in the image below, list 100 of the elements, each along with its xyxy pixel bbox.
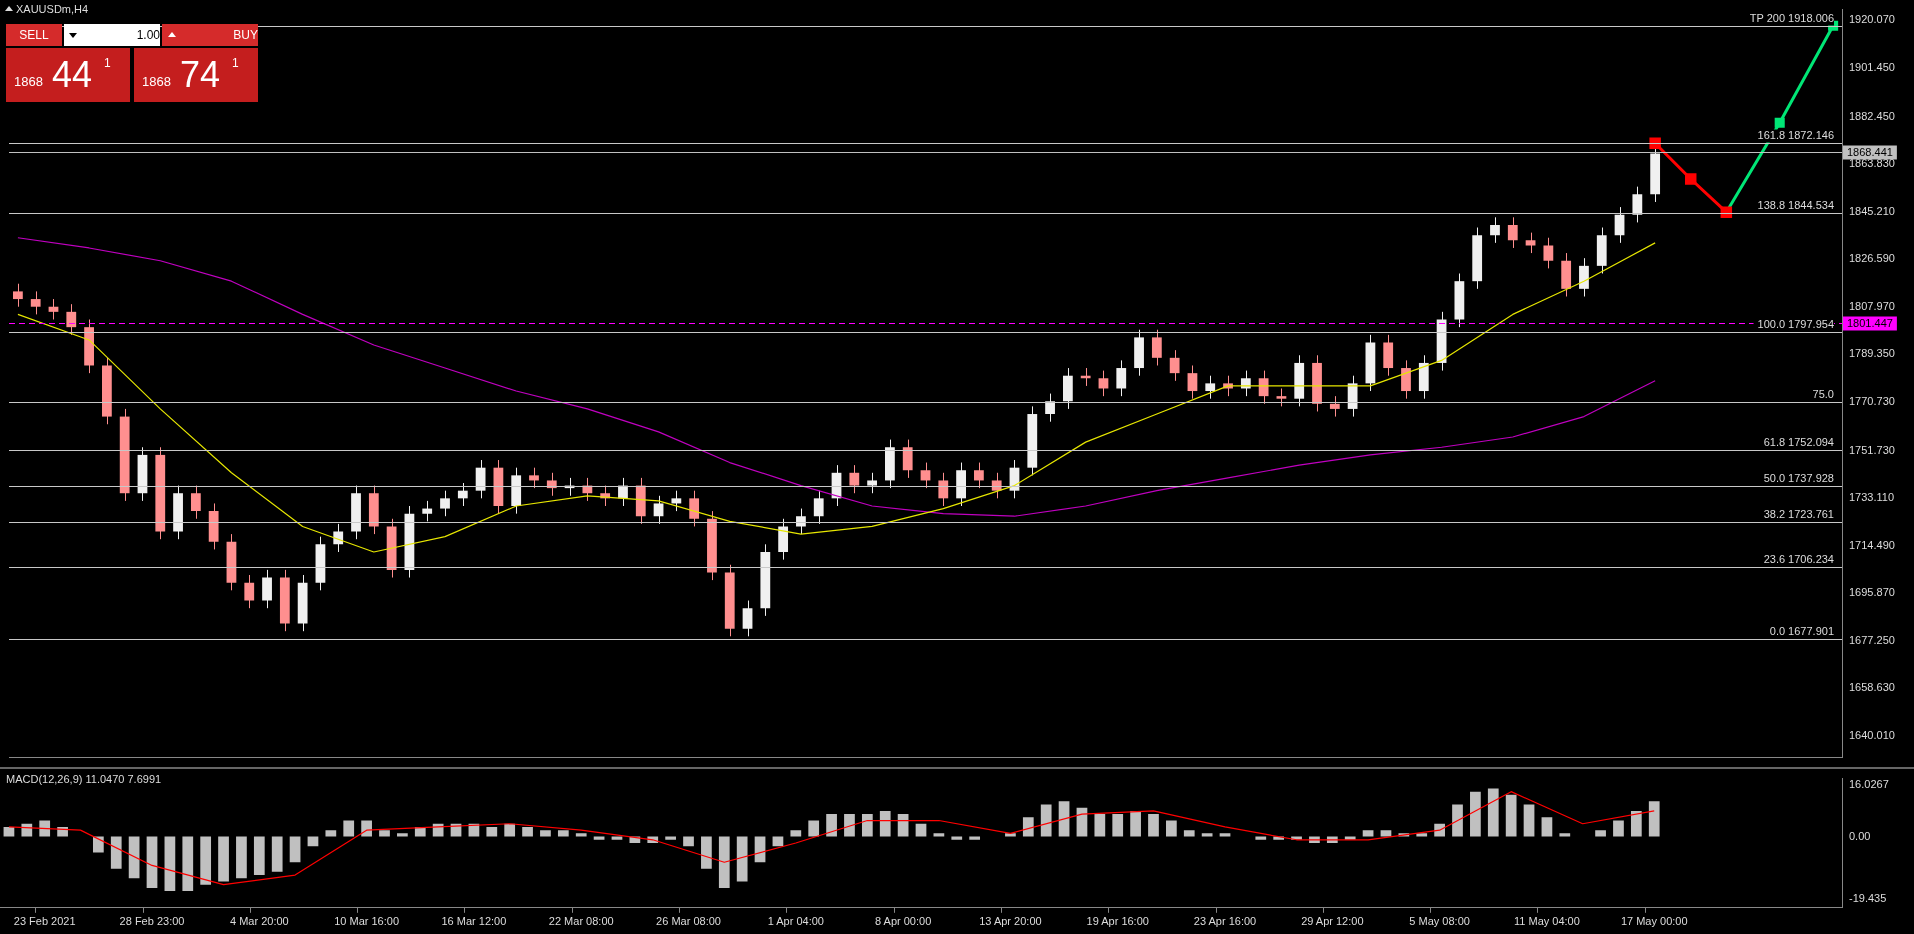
annotation: 1: [232, 56, 239, 70]
annotation: 1: [104, 56, 111, 70]
candlestick: [1098, 370, 1109, 397]
bar: [718, 836, 730, 888]
bar: [1595, 830, 1606, 837]
ref-line-label: 61.8 1752.094: [1763, 436, 1834, 449]
y-tick-label: 1714.490: [1849, 538, 1895, 551]
candlestick: [1045, 393, 1055, 423]
bar: [1648, 801, 1660, 837]
annotation: 74: [180, 54, 221, 96]
candlestick: [920, 462, 931, 489]
candlestick: [671, 490, 682, 512]
bar: [879, 810, 891, 837]
candlestick: [973, 462, 984, 489]
candlestick: [1507, 216, 1518, 249]
bar: [486, 826, 498, 837]
bar: [1505, 794, 1517, 837]
candlestick: [902, 439, 913, 479]
x-tick-label: 10 Mar 16:00: [334, 915, 400, 928]
bar: [164, 836, 176, 892]
candlestick: [190, 485, 201, 520]
ref-line-label: 161.8 1872.146: [1757, 129, 1834, 142]
chart-title: MACD(12,26,9) 11.0470 7.6991: [6, 773, 162, 785]
bar: [361, 820, 372, 837]
candlestick: [1632, 186, 1643, 223]
bar: [146, 836, 158, 888]
ref-line-label: 1868.441: [1847, 145, 1893, 158]
candlestick: [796, 508, 806, 535]
x-tick-label: 28 Feb 23:00: [119, 915, 185, 928]
bar: [808, 820, 820, 837]
bar: [1166, 820, 1177, 837]
annotation: SELL: [6, 24, 62, 46]
x-tick-label: 23 Apr 16:00: [1193, 915, 1257, 928]
y-tick-label: 1901.450: [1849, 61, 1895, 74]
candlestick: [1543, 237, 1554, 269]
candlestick: [1205, 375, 1216, 400]
candlestick: [1579, 257, 1589, 298]
x-tick-label: 13 Apr 20:00: [979, 915, 1042, 928]
bar: [200, 836, 212, 885]
bar: [1630, 810, 1642, 837]
bar: [1487, 788, 1499, 837]
candlestick: [849, 464, 860, 494]
bar: [522, 826, 533, 837]
bar: [39, 820, 51, 837]
y-tick-label: 1658.630: [1849, 681, 1895, 694]
x-tick-label: 16 Mar 12:00: [441, 915, 507, 928]
y-tick-label: 1640.010: [1849, 728, 1895, 741]
candlestick: [938, 472, 949, 507]
x-tick-label: 1 Apr 04:00: [767, 915, 824, 928]
bar: [969, 836, 981, 840]
bar: [1022, 817, 1034, 837]
bar: [3, 826, 15, 837]
bar: [325, 830, 337, 837]
x-tick-label: 5 May 08:00: [1409, 915, 1470, 928]
candlestick: [244, 574, 255, 609]
candlestick: [742, 600, 753, 637]
bar: [1452, 804, 1463, 837]
bar: [915, 823, 927, 837]
candlestick: [422, 500, 433, 522]
x-tick-label: 17 May 00:00: [1620, 915, 1688, 928]
bar: [379, 830, 390, 837]
candlestick: [48, 298, 59, 320]
bar: [397, 833, 408, 837]
ref-line-label: 50.0 1737.928: [1763, 472, 1834, 485]
ref-line-label: 0.0 1677.901: [1769, 625, 1834, 638]
bar: [826, 814, 837, 837]
bar: [110, 836, 122, 869]
x-tick-label: 11 May 04:00: [1514, 915, 1580, 928]
bar: [1148, 814, 1159, 837]
bar: [540, 830, 551, 837]
ref-line-label: TP 200 1918.006: [1749, 12, 1834, 25]
candlestick: [529, 467, 539, 489]
bar: [253, 836, 265, 876]
bar: [1183, 830, 1195, 837]
candlestick: [546, 472, 557, 497]
x-tick-label: 8 Apr 00:00: [874, 915, 932, 928]
candlestick: [1614, 206, 1625, 244]
y-tick-label: 1826.590: [1849, 252, 1895, 265]
candlestick: [1116, 359, 1127, 397]
candlestick: [262, 569, 272, 609]
candlestick: [653, 495, 664, 525]
x-tick-label: 23 Feb 2021: [13, 915, 76, 928]
bar: [343, 820, 355, 837]
chart-title: XAUUSDm,H4: [16, 3, 89, 15]
bar: [218, 836, 229, 882]
y-tick-label: 1677.250: [1849, 633, 1895, 646]
candlestick: [1329, 395, 1340, 418]
bar: [1094, 814, 1106, 837]
bar: [736, 836, 748, 882]
candlestick: [1490, 216, 1500, 244]
candlestick: [1151, 329, 1162, 366]
x-tick-label: 26 Mar 08:00: [656, 915, 721, 928]
bar: [236, 836, 247, 879]
ref-line-label: 1801.447: [1847, 316, 1893, 329]
bar: [1130, 810, 1141, 837]
bar: [1541, 817, 1553, 837]
bar: [844, 814, 855, 837]
bar: [1058, 801, 1070, 837]
y-tick-label: 1695.870: [1849, 586, 1895, 599]
bar: [1470, 791, 1481, 837]
